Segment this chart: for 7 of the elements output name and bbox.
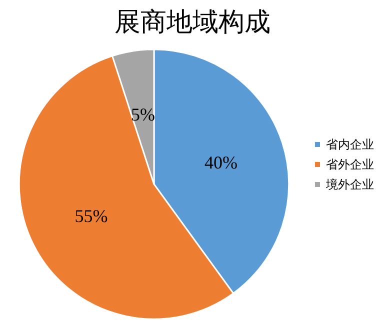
data-label: 40% <box>204 152 238 172</box>
data-label: 55% <box>74 206 108 226</box>
legend-label: 省外企业 <box>326 158 374 172</box>
legend-label: 境外企业 <box>325 178 374 192</box>
chart-title: 展商地域构成 <box>114 8 270 36</box>
data-label: 5% <box>130 104 155 125</box>
legend-label: 省内企业 <box>326 138 374 152</box>
